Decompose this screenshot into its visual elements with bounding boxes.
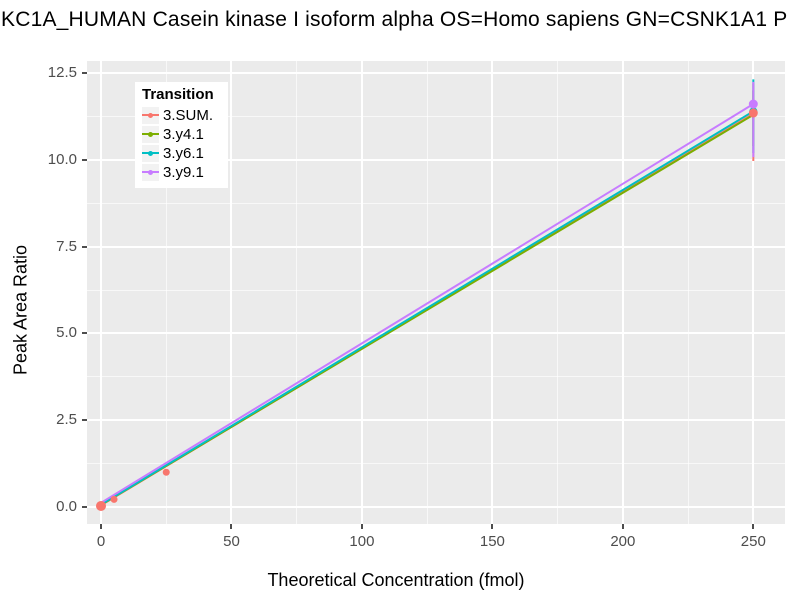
y-tick-mark bbox=[82, 332, 87, 335]
data-point-3.SUM. bbox=[110, 495, 118, 503]
major-gridline-y bbox=[87, 419, 785, 422]
legend-key-dot bbox=[148, 113, 153, 118]
legend-item-3.y9.1: 3.y9.1 bbox=[142, 163, 220, 182]
y-tick-label: 0.0 bbox=[56, 497, 77, 515]
x-tick-label: 0 bbox=[96, 533, 106, 550]
legend-key-icon bbox=[142, 164, 159, 181]
legend-item-3.y4.1: 3.y4.1 bbox=[142, 125, 220, 144]
y-tick-mark bbox=[82, 245, 87, 248]
legend-item-3.y6.1: 3.y6.1 bbox=[142, 144, 220, 163]
data-point-3.SUM. bbox=[96, 500, 107, 511]
x-tick-mark bbox=[230, 524, 233, 529]
minor-gridline-y bbox=[87, 202, 785, 204]
legend-key-icon bbox=[142, 145, 159, 162]
y-tick-mark bbox=[82, 158, 87, 161]
data-point-3.SUM. bbox=[748, 108, 758, 118]
minor-gridline-x bbox=[557, 61, 559, 524]
x-axis-title: Theoretical Concentration (fmol) bbox=[267, 570, 525, 590]
minor-gridline-y bbox=[87, 116, 785, 118]
minor-gridline-x bbox=[687, 61, 689, 524]
minor-gridline-x bbox=[296, 61, 298, 524]
y-tick-mark bbox=[82, 72, 87, 75]
legend-key-dot bbox=[148, 170, 153, 175]
major-gridline-x bbox=[491, 61, 494, 524]
legend-items: 3.SUM. 3.y4.1 3.y6.1 3.y9.1 bbox=[142, 106, 220, 182]
data-point-3.y9.1 bbox=[748, 99, 758, 109]
major-gridline-x bbox=[230, 61, 233, 524]
legend-key-dot bbox=[148, 151, 153, 156]
major-gridline-y bbox=[87, 505, 785, 508]
y-tick-label: 5.0 bbox=[56, 324, 77, 342]
legend: Transition 3.SUM. 3.y4.1 3.y6.1 3.y9.1 bbox=[135, 82, 228, 188]
series-line-3.y9.1 bbox=[100, 103, 754, 504]
legend-key-icon bbox=[142, 107, 159, 124]
y-tick-mark bbox=[82, 419, 87, 422]
x-tick-mark bbox=[360, 524, 363, 529]
major-gridline-y bbox=[87, 245, 785, 248]
legend-item-3.SUM.: 3.SUM. bbox=[142, 106, 220, 125]
minor-gridline-x bbox=[426, 61, 428, 524]
major-gridline-x bbox=[621, 61, 624, 524]
minor-gridline-y bbox=[87, 376, 785, 378]
major-gridline-x bbox=[752, 61, 755, 524]
legend-label: 3.y9.1 bbox=[163, 164, 204, 181]
legend-label: 3.y4.1 bbox=[163, 126, 204, 143]
y-tick-label: 7.5 bbox=[56, 237, 77, 255]
minor-gridline-y bbox=[87, 289, 785, 291]
y-tick-label: 12.5 bbox=[47, 64, 77, 82]
x-tick-label: 200 bbox=[610, 533, 636, 550]
minor-gridline-y bbox=[87, 463, 785, 465]
y-tick-label: 10.0 bbox=[47, 150, 77, 168]
legend-label: 3.y6.1 bbox=[163, 145, 204, 162]
y-tick-mark bbox=[82, 505, 87, 508]
x-tick-mark bbox=[621, 524, 624, 529]
major-gridline-y bbox=[87, 72, 785, 75]
major-gridline-y bbox=[87, 158, 785, 161]
x-tick-label: 50 bbox=[223, 533, 240, 550]
x-tick-label: 250 bbox=[740, 533, 766, 550]
chart-marks-layer bbox=[96, 79, 758, 511]
legend-label: 3.SUM. bbox=[163, 107, 214, 124]
major-gridline-x bbox=[360, 61, 363, 524]
x-tick-mark bbox=[100, 524, 102, 529]
chart-title: KC1A_HUMAN Casein kinase I isoform alpha… bbox=[1, 8, 788, 31]
legend-title: Transition bbox=[142, 86, 214, 103]
x-tick-mark bbox=[491, 524, 494, 529]
legend-key-icon bbox=[142, 126, 159, 143]
x-tick-mark bbox=[752, 524, 755, 529]
major-gridline-y bbox=[87, 332, 785, 335]
legend-key-dot bbox=[148, 132, 153, 137]
x-tick-label: 100 bbox=[349, 533, 375, 550]
plot-panel bbox=[87, 61, 785, 524]
series-line-3.y6.1 bbox=[100, 110, 754, 506]
x-tick-label: 150 bbox=[479, 533, 505, 550]
minor-gridline-x bbox=[165, 61, 167, 524]
y-axis-title: Peak Area Ratio bbox=[10, 244, 31, 376]
data-point-3.SUM. bbox=[162, 468, 170, 476]
y-tick-label: 2.5 bbox=[56, 411, 77, 429]
major-gridline-x bbox=[100, 61, 102, 524]
